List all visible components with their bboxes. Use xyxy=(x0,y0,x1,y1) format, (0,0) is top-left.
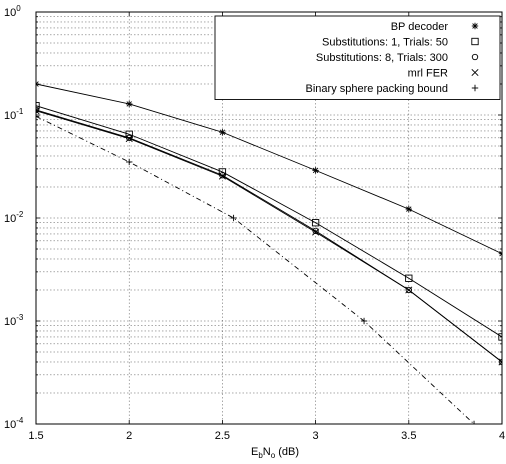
asterisk-marker xyxy=(405,205,412,213)
y-tick-label-base: 10 xyxy=(4,316,16,328)
asterisk-marker xyxy=(219,129,226,136)
circle-marker xyxy=(36,106,40,114)
x-tick-label: 2 xyxy=(126,430,132,442)
x-marker xyxy=(498,358,502,366)
marker-stroke xyxy=(406,206,412,212)
y-tick-label-base: 10 xyxy=(4,7,16,19)
y-tick-label: 10-2 xyxy=(4,210,24,225)
y-tick-label-exponent: -1 xyxy=(16,107,24,116)
x-marker xyxy=(471,68,479,77)
marker-stroke xyxy=(499,253,502,257)
y-tick-label-exponent: -3 xyxy=(16,313,24,322)
x-marker xyxy=(218,172,226,180)
x-tick-labels: 1.5 2 2.5 3 3.5 4 xyxy=(28,430,505,442)
series-1 xyxy=(36,80,502,257)
marker-stroke xyxy=(36,81,39,85)
marker-stroke xyxy=(499,251,502,255)
marker-stroke xyxy=(36,110,40,115)
series-4 xyxy=(36,107,502,366)
marker-stroke xyxy=(312,167,319,174)
series-line xyxy=(36,83,502,255)
series-line xyxy=(36,105,502,338)
x-tick-label: 2.5 xyxy=(215,430,230,442)
x-marker xyxy=(125,135,133,143)
marker-stroke xyxy=(498,358,502,363)
square-marker xyxy=(405,274,413,282)
x-axis-label-mid: N xyxy=(263,446,271,458)
marker-stroke xyxy=(36,83,39,87)
square-marker xyxy=(471,37,479,46)
legend-label: BP decoder xyxy=(391,21,449,33)
plus-marker xyxy=(471,84,479,92)
marker-stroke xyxy=(498,361,502,366)
y-tick-label-base: 10 xyxy=(4,419,16,431)
y-tick-label: 10-3 xyxy=(4,313,24,328)
y-tick-label: 10-1 xyxy=(4,107,24,122)
legend: BP decoder Substitutions: 1, Trials: 50 Su… xyxy=(214,15,501,100)
y-tick-label-exponent: 0 xyxy=(16,4,21,13)
marker-stroke xyxy=(126,101,132,107)
asterisk-marker xyxy=(498,250,502,257)
y-tick-label-base: 10 xyxy=(4,213,16,225)
asterisk-marker xyxy=(126,100,133,108)
plus-marker xyxy=(36,113,40,120)
x-axis-label: EbNo (dB) xyxy=(251,446,299,460)
y-tick-label: 10-4 xyxy=(4,416,24,431)
legend-box xyxy=(214,15,501,100)
marker-stroke xyxy=(219,129,226,135)
marker-stroke xyxy=(312,228,320,236)
x-tick-label: 3.5 xyxy=(401,430,416,442)
x-marker xyxy=(405,286,413,294)
circle-marker xyxy=(471,53,479,61)
square-marker xyxy=(311,219,320,227)
legend-label: Substitutions: 8, Trials: 300 xyxy=(316,52,448,64)
series-line xyxy=(36,110,502,363)
y-tick-label: 100 xyxy=(4,4,21,19)
series-line xyxy=(36,115,475,424)
y-tick-label-exponent: -2 xyxy=(16,210,24,219)
legend-label: Substitutions: 1, Trials: 50 xyxy=(322,37,448,49)
marker-stroke xyxy=(125,135,133,143)
circle-marker xyxy=(405,286,412,294)
x-tick-label: 1.5 xyxy=(28,430,43,442)
series-5 xyxy=(36,113,478,424)
asterisk-marker xyxy=(312,167,319,174)
square-marker xyxy=(36,102,40,110)
marker-stroke xyxy=(36,107,40,112)
marker-stroke xyxy=(405,286,413,294)
x-marker xyxy=(36,107,40,115)
x-tick-label: 4 xyxy=(499,430,505,442)
asterisk-marker xyxy=(471,22,479,30)
x-axis-label-sub1: b xyxy=(258,451,263,460)
plus-marker xyxy=(360,317,368,325)
plus-marker xyxy=(126,158,133,166)
series-line xyxy=(36,109,502,363)
marker-stroke xyxy=(218,172,226,180)
plot-frame xyxy=(35,11,503,425)
marker-stroke xyxy=(472,23,478,29)
plus-marker xyxy=(470,420,478,424)
legend-label: Binary sphere packing bound xyxy=(306,83,448,95)
y-tick-label-base: 10 xyxy=(4,110,16,122)
asterisk-marker xyxy=(36,80,40,88)
plus-marker xyxy=(230,214,237,222)
x-axis-label-main: E xyxy=(251,446,258,458)
x-axis-label-sub2: o xyxy=(271,451,276,460)
x-marker xyxy=(312,228,320,236)
series-layer xyxy=(36,80,502,424)
grid-layer xyxy=(36,12,502,424)
x-tick-label: 3 xyxy=(313,430,319,442)
y-tick-label-exponent: -4 xyxy=(16,416,24,425)
marker-stroke xyxy=(471,68,479,77)
legend-label: mrl FER xyxy=(408,68,448,80)
x-axis-label-unit: (dB) xyxy=(275,446,299,458)
